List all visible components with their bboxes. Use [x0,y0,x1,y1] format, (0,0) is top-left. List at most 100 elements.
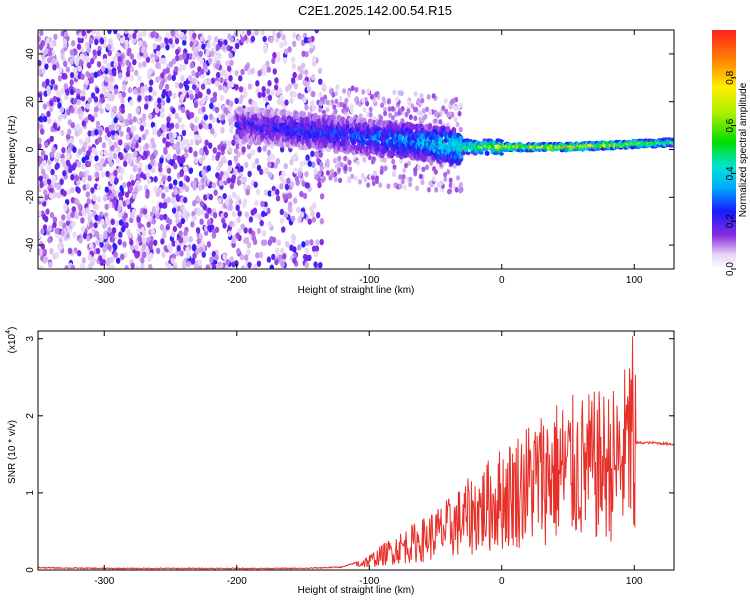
spectrogram-cell [88,242,94,249]
spectrogram-cell [116,32,121,40]
spectrogram-cell [243,237,248,244]
spectrogram-cell [129,239,134,246]
spectrogram-cell [280,261,285,268]
spectrogram-cell [178,82,184,89]
spectrogram-cell [284,85,290,93]
spectrogram-cell [146,178,152,185]
spectrogram-cell [282,193,288,201]
spectrogram-cell [192,215,197,222]
spectrogram-cell [122,84,127,91]
spectrogram-cell [307,218,312,225]
spectrogram-cell [144,142,149,150]
spectrogram-x-tick-label: 100 [626,275,643,286]
spectrogram-cell [46,110,51,118]
spectrogram-cell [135,250,141,258]
spectrogram-cell [302,192,308,200]
spectrogram-cell [361,98,366,104]
spectrogram-ylabel: Frequency (Hz) [7,116,18,185]
spectrogram-cell [316,118,322,126]
spectrogram-cell [155,213,161,220]
spectrogram-cell [105,170,110,178]
spectrogram-cell [132,192,137,200]
spectrogram-cell [259,168,264,176]
spectrogram-cell [110,236,116,243]
spectrogram-cell [244,254,249,261]
spectrogram-cell [38,43,44,51]
spectrogram-cell [274,258,279,266]
spectrogram-cell [363,176,368,183]
spectrogram-cell [109,75,114,82]
spectrogram-cell [275,195,281,202]
spectrogram-cell [46,164,52,172]
spectrogram-cell [309,42,314,49]
spectrogram-cell [349,108,354,114]
spectrogram-cell [44,194,49,201]
spectrogram-cell [270,89,275,96]
spectrogram-cell [171,207,177,214]
spectrogram-cell [418,116,423,123]
spectrogram-cell [40,228,45,235]
spectrogram-cell [172,225,178,233]
spectrogram-cell [423,123,429,131]
spectrogram-cell [175,250,180,257]
spectrogram-cell [258,251,264,259]
spectrogram-cell [69,58,74,66]
spectrogram-cell [325,160,330,166]
spectrogram-cell [129,212,135,219]
spectrogram-cell [333,108,338,115]
spectrogram-cell [141,237,146,244]
spectrogram-cell [275,51,281,58]
spectrogram-cell [165,141,170,148]
spectrogram-cell [97,136,103,143]
spectrogram-cell [120,253,125,261]
spectrogram-cell [231,211,237,218]
spectrogram-cell [400,178,405,185]
colorbar-tick-label: 0.0 [725,262,736,276]
spectrogram-cell [138,31,143,39]
spectrogram-cell [380,102,385,109]
spectrogram-cell [219,262,224,269]
spectrogram-cell [210,50,215,58]
spectrogram-cell [468,138,473,143]
spectrogram-cell [186,252,191,259]
spectrogram-cell [262,69,267,76]
spectrogram-cell [309,205,314,213]
spectrogram-cell [200,98,206,105]
spectrogram-cell [135,179,140,187]
spectrogram-cell [110,218,115,226]
spectrogram-cell [78,171,84,178]
spectrogram-cell [38,122,41,129]
spectrogram-cell [410,103,415,109]
spectrogram-cell [282,252,287,260]
spectrogram-cell [158,83,164,90]
spectrogram-cell [289,97,294,104]
spectrogram-cell [159,180,164,187]
spectrogram-cell [457,110,462,117]
spectrogram-cell [319,238,324,246]
spectrogram-cell [247,261,252,269]
spectrogram-cell [451,126,457,134]
spectrogram-cell [454,186,459,193]
spectrogram-cell [143,51,149,59]
spectrogram-cell [117,205,122,212]
spectrogram-cell [291,63,297,70]
spectrogram-cell [165,44,170,51]
spectrogram-cell [303,80,308,87]
spectrogram-cell [94,214,99,221]
spectrogram-cell [99,37,104,44]
spectrogram-cell [233,147,239,155]
spectrogram-cell [211,263,217,269]
spectrogram-cell [311,105,317,112]
spectrogram-cell [414,185,419,192]
spectrogram-cell [292,71,297,79]
spectrogram-cell [109,84,115,92]
spectrogram-cell [117,65,122,72]
spectrogram-cell [104,203,109,211]
spectrogram-cell [225,258,230,266]
spectrogram-cell [445,126,451,133]
spectrogram-cell [57,75,63,82]
spectrogram-cell [229,100,234,107]
spectrogram-cell [152,90,157,97]
